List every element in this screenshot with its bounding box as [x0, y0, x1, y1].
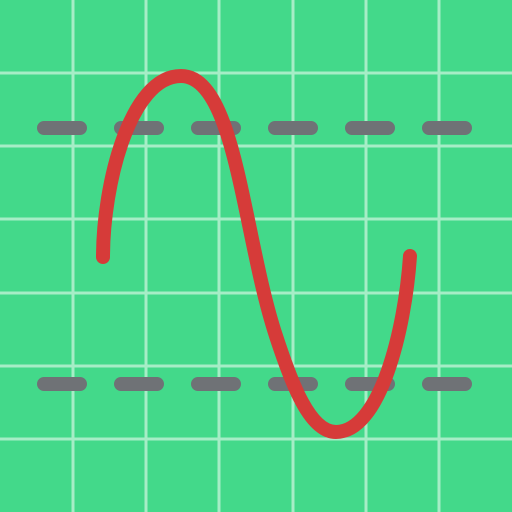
- sine-wave-curve: [96, 69, 417, 439]
